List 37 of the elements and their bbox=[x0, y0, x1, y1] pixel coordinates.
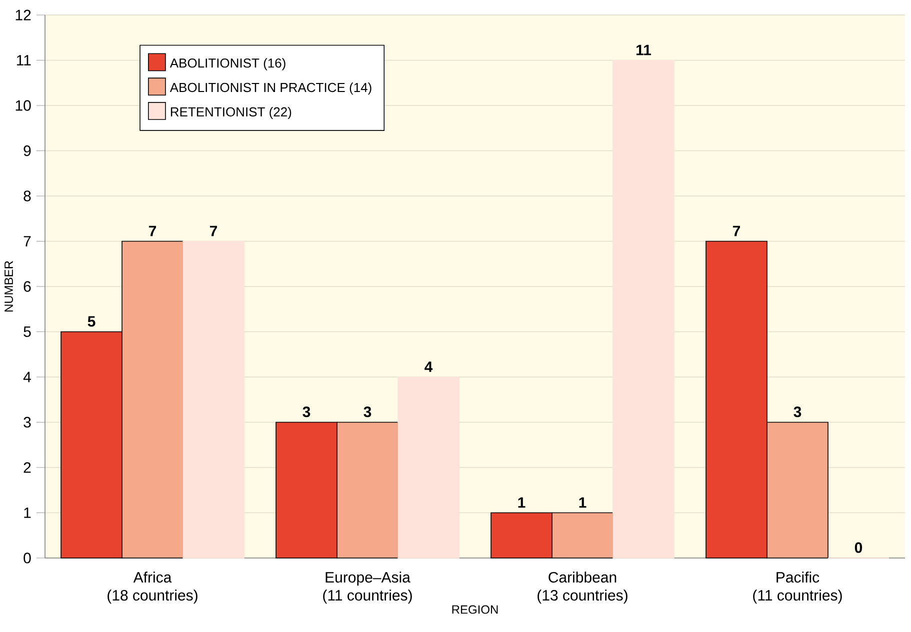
x-tick-label: Europe–Asia (11 countries) bbox=[323, 572, 412, 604]
data-label: 7 bbox=[210, 226, 218, 236]
y-tick-label: 8 bbox=[24, 190, 31, 202]
data-label: 3 bbox=[302, 406, 310, 418]
y-tick-label: 3 bbox=[24, 416, 31, 428]
data-label: 3 bbox=[364, 406, 372, 418]
x-tick-label: Africa (18 countries) bbox=[108, 572, 198, 604]
data-label: 1 bbox=[579, 497, 586, 508]
legend-label: ABOLITIONIST (16) bbox=[170, 58, 286, 70]
y-tick-label: 0 bbox=[24, 552, 31, 564]
y-tick-label: 9 bbox=[24, 145, 31, 156]
y-tick-label: 6 bbox=[24, 281, 31, 292]
y-tick-label: 10 bbox=[16, 100, 31, 111]
data-label: 5 bbox=[88, 316, 96, 327]
bar bbox=[182, 240, 244, 558]
data-label: 11 bbox=[636, 44, 652, 56]
legend-label: ABOLITIONIST IN PRACTICE (14) bbox=[170, 82, 372, 95]
y-axis-title: NUMBER bbox=[4, 261, 13, 312]
legend-label: RETENTIONIST (22) bbox=[170, 106, 292, 120]
data-label: 1 bbox=[518, 497, 526, 508]
y-tick-label: 12 bbox=[16, 10, 31, 20]
data-label: 7 bbox=[732, 226, 740, 236]
x-tick-label: Pacific (11 countries) bbox=[753, 572, 842, 604]
y-tick-label: 2 bbox=[24, 462, 31, 473]
data-label: 3 bbox=[794, 406, 802, 418]
x-axis-title: REGION bbox=[452, 605, 498, 614]
y-tick-label: 7 bbox=[24, 236, 31, 246]
y-tick-label: 11 bbox=[16, 55, 31, 66]
y-tick-label: 4 bbox=[23, 372, 31, 382]
data-label: 4 bbox=[424, 362, 433, 372]
x-tick-label: Caribbean (13 countries) bbox=[538, 572, 628, 604]
bar bbox=[398, 376, 460, 558]
y-tick-label: 5 bbox=[24, 326, 31, 337]
y-tick-label: 1 bbox=[24, 508, 31, 518]
bar bbox=[612, 60, 674, 558]
data-label: 0 bbox=[854, 542, 862, 553]
data-label: 7 bbox=[148, 226, 156, 236]
